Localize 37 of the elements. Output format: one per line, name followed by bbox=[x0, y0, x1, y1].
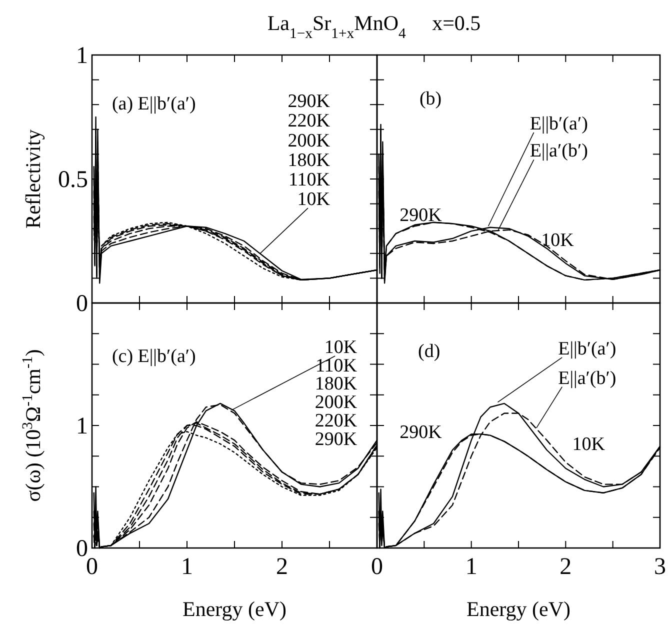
y-tick-label: 0 bbox=[76, 291, 88, 317]
annotation: (a) E||b′(a′) bbox=[112, 94, 196, 115]
y-tick-label: 0 bbox=[76, 536, 88, 562]
annotation: 10K bbox=[541, 230, 574, 251]
annotation: 290K bbox=[400, 422, 442, 443]
annotation: E||a′(b′) bbox=[558, 368, 616, 389]
annotation: E||b′(a′) bbox=[558, 338, 616, 360]
annotation: (b) bbox=[419, 88, 442, 110]
x-tick-label: 2 bbox=[560, 554, 572, 580]
x-tick-label: 1 bbox=[181, 554, 193, 580]
annotation: 290K bbox=[288, 91, 330, 112]
annotation: 10K bbox=[297, 189, 330, 210]
annotation: E||a′(b′) bbox=[530, 140, 588, 162]
annotation: 290K bbox=[400, 205, 442, 226]
x-tick-label: 2 bbox=[276, 554, 288, 580]
annotation: E||b′(a′) bbox=[530, 113, 588, 134]
y-tick-label: 1 bbox=[76, 414, 88, 440]
x-axis-title: Energy (eV) bbox=[466, 597, 570, 621]
annotation: 10K bbox=[324, 336, 358, 358]
chart-title: La$_{1−x}$Sr$_{1+x}$MnO$_{4}$ x=0.5 bbox=[267, 11, 481, 42]
x-tick-label: 0 bbox=[371, 554, 383, 580]
annotation: 110K bbox=[316, 355, 358, 376]
y-tick-label: 1 bbox=[76, 43, 88, 69]
y-tick-label: 0.5 bbox=[58, 167, 88, 193]
annotation: 110K bbox=[288, 169, 330, 190]
x-tick-label: 1 bbox=[465, 554, 478, 580]
x-tick-label: 3 bbox=[654, 554, 666, 580]
annotation: (d) bbox=[418, 340, 440, 362]
annotation: 180K bbox=[288, 150, 330, 171]
annotation: 200K bbox=[288, 130, 330, 152]
annotation: (c) E||b′(a′) bbox=[112, 346, 196, 367]
annotation: 290K bbox=[314, 428, 358, 450]
x-axis-title: Energy (eV) bbox=[182, 597, 286, 621]
annotation: 180K bbox=[314, 374, 358, 395]
annotation: 10K bbox=[572, 434, 606, 455]
y-axis-title: Reflectivity bbox=[21, 128, 45, 229]
annotation: 220K bbox=[288, 110, 330, 132]
